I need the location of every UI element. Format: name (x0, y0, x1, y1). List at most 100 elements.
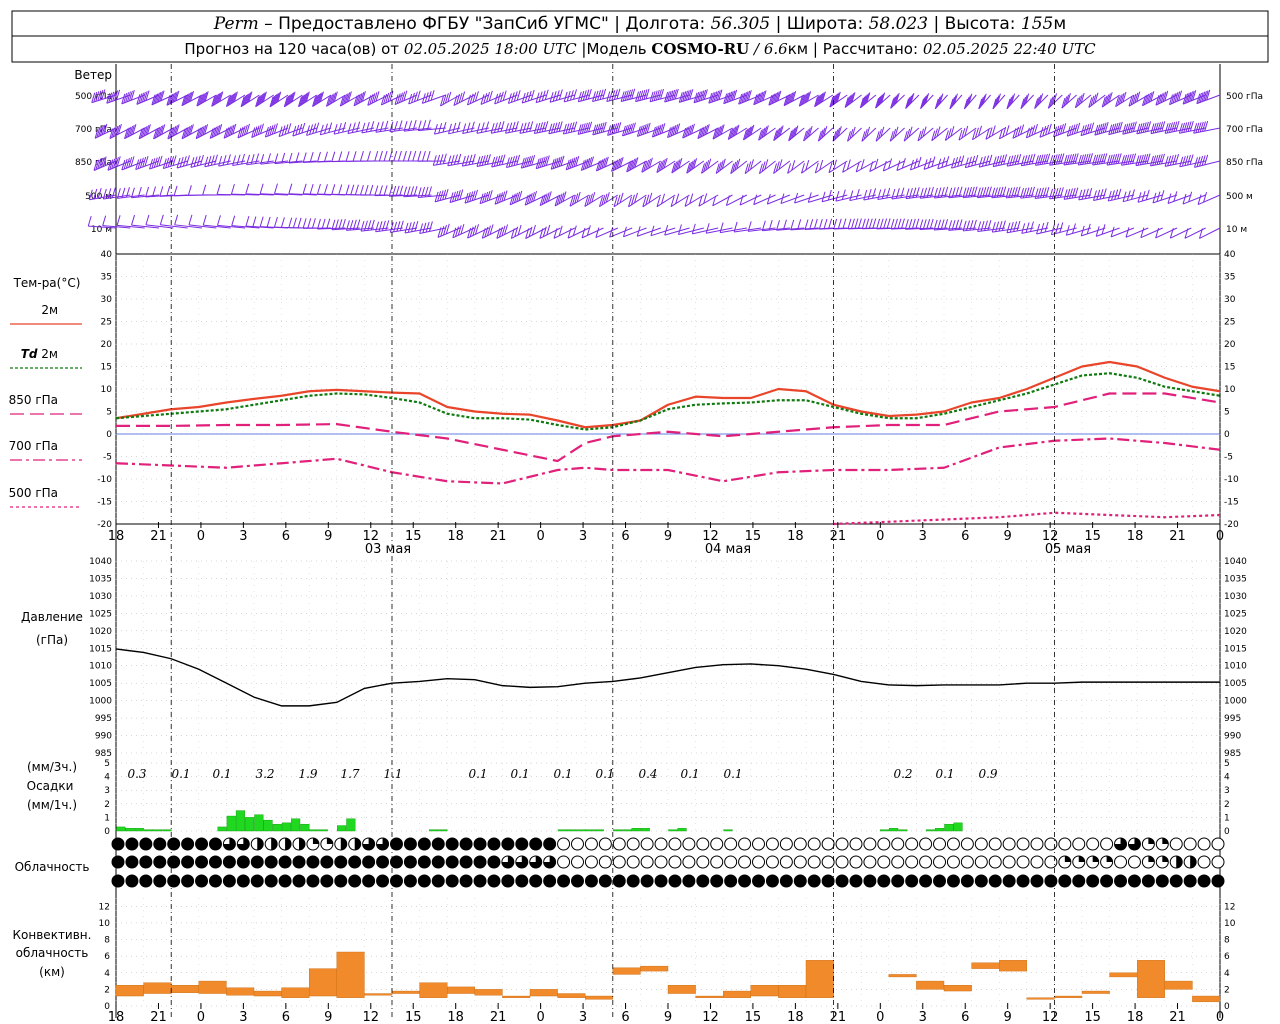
press-ytick-right-1040: 1040 (1224, 557, 1247, 567)
xbot-hour-23: 15 (1084, 1010, 1101, 1024)
cloud-symbol-1-37 (626, 855, 640, 869)
wind-barb-330 (345, 219, 375, 231)
cloud-panel-title: Облачность (15, 860, 90, 874)
precip-label-8: 0.1 (510, 767, 529, 781)
cloud-symbol-0-71 (1100, 837, 1114, 851)
xmid-hour-19: 3 (919, 529, 927, 544)
wind-barb-97 (361, 121, 389, 134)
temp-ytick-left-15: 15 (101, 363, 112, 373)
cloud-symbol-1-62 (974, 855, 988, 869)
press-ytick-right-985: 985 (1224, 749, 1241, 759)
xmid-hour-7: 15 (405, 529, 422, 544)
wind-level-right-2: 850 гПа (1226, 158, 1263, 168)
wind-barb-142 (1012, 124, 1034, 139)
conv-panel-title-1: Конвективн. (13, 928, 92, 942)
cloud-symbol-1-23 (431, 855, 445, 869)
temp-ytick-left--20: -20 (97, 520, 112, 530)
wind-barb-108 (519, 121, 547, 134)
cloud-symbol-0-60 (946, 837, 960, 851)
wind-barb-268 (584, 192, 604, 207)
wind-level-right-4: 10 м (1226, 225, 1247, 235)
wind-barb-123 (742, 124, 762, 141)
wind-barb-134 (903, 126, 920, 142)
cloud-symbol-0-12 (278, 837, 292, 851)
cloud-symbol-1-28 (501, 855, 515, 869)
cloud-symbol-1-27 (487, 855, 501, 869)
wind-barb-87 (223, 123, 246, 139)
xmid-hour-23: 15 (1084, 529, 1101, 544)
wind-barb-199 (715, 158, 733, 174)
wind-barb-211 (882, 158, 905, 172)
wind-barb-128 (817, 126, 834, 142)
cloud-symbol-2-5 (181, 874, 195, 888)
wind-barb-81 (138, 124, 160, 140)
cloud-symbol-0-46 (752, 837, 766, 851)
wind-barb-337 (452, 223, 475, 239)
cloud-symbol-1-59 (933, 855, 947, 869)
wind-barb-282 (780, 193, 805, 205)
cloud-symbol-0-34 (584, 837, 598, 851)
wind-barb-166 (232, 153, 260, 166)
cloud-symbol-0-44 (724, 837, 738, 851)
wind-barb-32 (549, 89, 575, 103)
cloud-symbol-0-79 (1211, 837, 1225, 851)
conv-bar-5 (253, 990, 282, 997)
wind-barb-315 (131, 214, 160, 229)
wind-barb-148 (1094, 122, 1120, 136)
wind-barb-380 (1065, 223, 1092, 236)
wind-barb-19 (367, 91, 389, 106)
legend-label-3: 700 гПа (9, 439, 58, 453)
wind-barb-132 (875, 126, 891, 142)
wind-barb-157 (107, 156, 131, 171)
wind-barb-233 (1193, 154, 1221, 168)
cloud-symbol-1-18 (362, 855, 376, 869)
cloud-symbol-0-19 (376, 837, 390, 851)
wind-barb-192 (611, 156, 633, 172)
cloud-symbol-1-57 (905, 855, 919, 869)
wind-barb-349 (622, 226, 647, 238)
cloud-symbol-2-47 (765, 874, 779, 888)
cloud-symbol-2-12 (278, 874, 292, 888)
temp-ytick-left--15: -15 (97, 498, 112, 508)
wind-barb-169 (274, 152, 303, 165)
header-line-1: Perm – Предоставлено ФГБУ "ЗапСиб УГМС" … (213, 14, 1066, 34)
cloud-symbol-2-62 (974, 874, 988, 888)
conv-bar-4 (226, 987, 255, 996)
wind-barb-120 (697, 124, 719, 140)
wind-barb-3 (136, 90, 160, 105)
model-name: COSMO-RU (651, 40, 749, 58)
cloud-symbol-1-56 (891, 855, 905, 869)
xmid-hour-9: 21 (490, 529, 507, 544)
wind-barb-71 (1115, 91, 1135, 108)
wind-barb-56 (905, 92, 920, 109)
wind-barb-29 (507, 90, 532, 104)
cloud-symbol-0-36 (612, 837, 626, 851)
cloud-symbol-1-67 (1044, 855, 1058, 869)
wind-barb-47 (768, 90, 791, 106)
cloud-symbol-1-11 (264, 855, 278, 869)
xmid-hour-8: 18 (447, 529, 464, 544)
wind-barb-91 (278, 123, 303, 138)
precip-unit-3h: (мм/3ч.) (27, 760, 77, 774)
conv-bar-31 (1026, 997, 1055, 1000)
wind-barb-267 (569, 191, 590, 207)
wind-barb-275 (684, 193, 705, 207)
xbot-hour-20: 6 (961, 1010, 969, 1024)
wind-barb-382 (1095, 224, 1120, 237)
wind-barb-355 (705, 223, 733, 234)
cloud-symbol-1-68 (1058, 855, 1072, 869)
cloud-symbol-1-63 (988, 855, 1002, 869)
conv-bar-21 (695, 995, 724, 998)
wind-barb-308 (1152, 190, 1178, 204)
wind-barb-52 (844, 92, 862, 108)
cloud-symbol-0-10 (250, 837, 264, 851)
wind-barb-82 (153, 124, 174, 140)
wind-barb-237 (130, 186, 160, 199)
wind-barb-381 (1080, 223, 1106, 237)
precip-bar-14 (291, 818, 301, 832)
cloud-symbol-1-51 (821, 855, 835, 869)
wind-barb-77 (1196, 89, 1221, 105)
wind-barb-384 (1125, 227, 1149, 238)
cloud-symbol-1-7 (208, 855, 222, 869)
wind-barb-246 (259, 183, 289, 196)
